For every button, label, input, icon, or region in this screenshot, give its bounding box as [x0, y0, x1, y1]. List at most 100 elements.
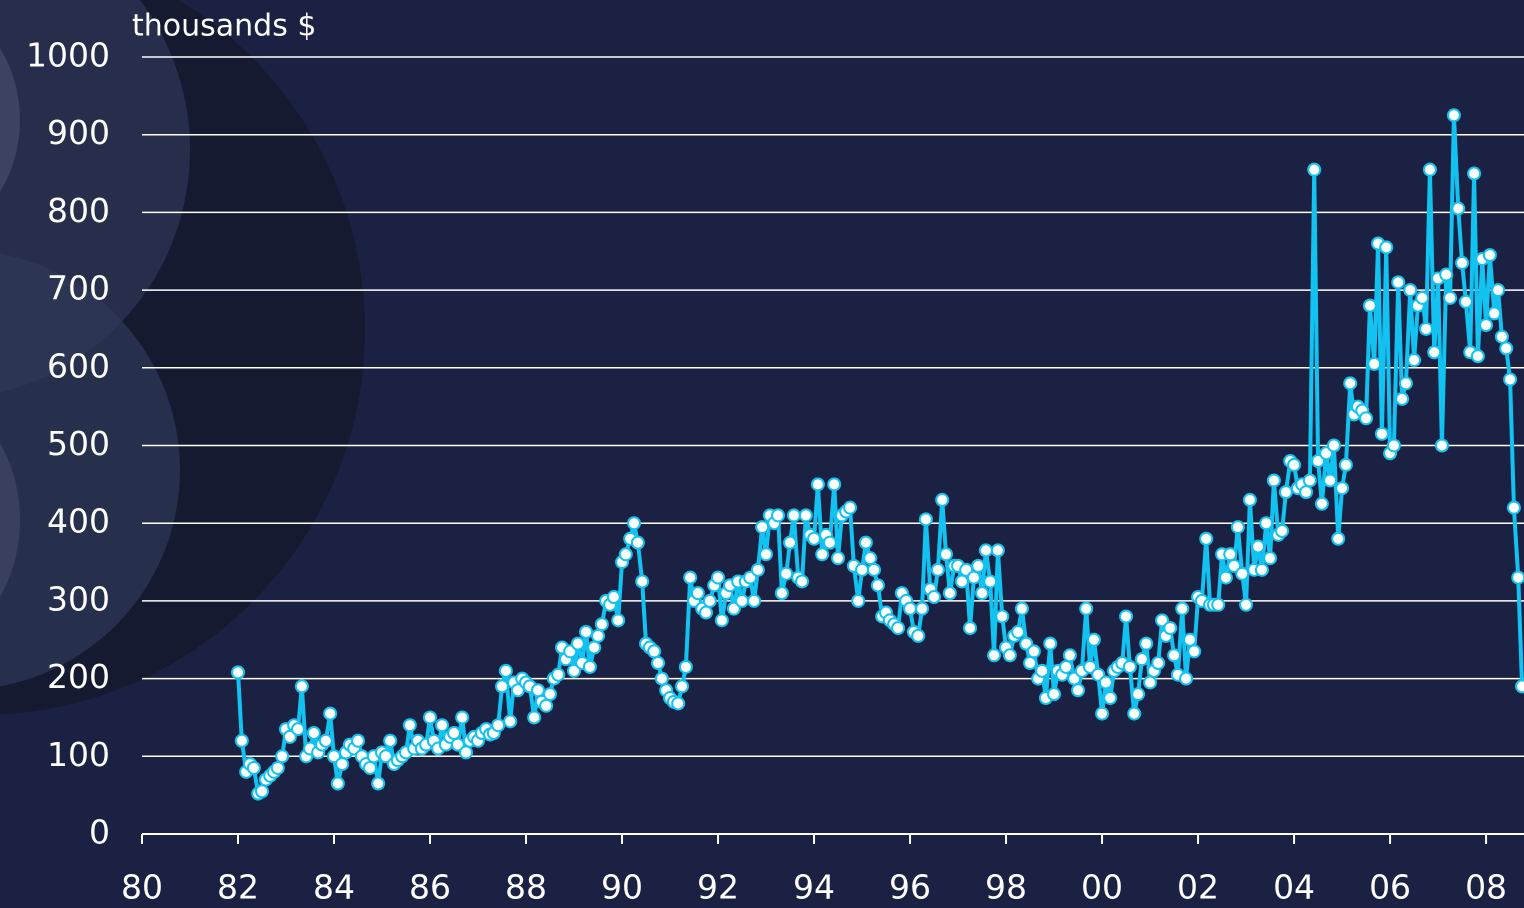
- data-point: [1044, 638, 1056, 650]
- x-tick-label: 80: [121, 868, 163, 907]
- data-point: [1176, 603, 1188, 615]
- data-point: [256, 785, 268, 797]
- data-point: [892, 622, 904, 634]
- data-point: [608, 591, 620, 603]
- data-point: [1504, 373, 1516, 385]
- data-point: [1180, 673, 1192, 685]
- data-point: [456, 711, 468, 723]
- x-tick-label: 90: [601, 868, 643, 907]
- data-point: [1004, 649, 1016, 661]
- x-tick-label: 86: [409, 868, 451, 907]
- data-point: [1396, 393, 1408, 405]
- data-point: [544, 688, 556, 700]
- data-point: [828, 478, 840, 490]
- y-tick-label: 700: [47, 269, 110, 308]
- data-point: [976, 587, 988, 599]
- data-point: [1036, 665, 1048, 677]
- data-point: [1152, 657, 1164, 669]
- data-point: [1408, 354, 1420, 366]
- y-tick-label: 200: [47, 657, 110, 696]
- x-tick-label: 02: [1177, 868, 1219, 907]
- data-point: [248, 762, 260, 774]
- y-tick-label: 500: [47, 424, 110, 463]
- data-point: [684, 572, 696, 584]
- data-point: [1200, 533, 1212, 545]
- data-point: [632, 537, 644, 549]
- data-point: [1416, 292, 1428, 304]
- data-point: [1332, 533, 1344, 545]
- data-point: [584, 661, 596, 673]
- x-tick-label: 98: [985, 868, 1027, 907]
- data-point: [1128, 708, 1140, 720]
- data-point: [1060, 661, 1072, 673]
- data-point: [448, 727, 460, 739]
- data-point: [352, 735, 364, 747]
- data-point: [1380, 241, 1392, 253]
- data-point: [1500, 342, 1512, 354]
- data-point: [1264, 552, 1276, 564]
- data-point: [1028, 645, 1040, 657]
- data-point: [916, 603, 928, 615]
- data-point: [1512, 572, 1524, 584]
- y-tick-label: 400: [47, 502, 110, 541]
- y-tick-label: 100: [47, 735, 110, 774]
- data-point: [712, 572, 724, 584]
- data-point: [680, 661, 692, 673]
- data-point: [944, 587, 956, 599]
- data-point: [904, 603, 916, 615]
- data-point: [364, 762, 376, 774]
- data-point: [1368, 358, 1380, 370]
- data-point: [1220, 572, 1232, 584]
- data-point: [1444, 292, 1456, 304]
- chart: thousands $ 0100200300400500600700800900…: [0, 0, 1524, 908]
- data-point: [716, 614, 728, 626]
- data-point: [628, 517, 640, 529]
- data-point: [968, 572, 980, 584]
- data-point: [1100, 676, 1112, 688]
- data-point: [1496, 331, 1508, 343]
- data-point: [864, 552, 876, 564]
- data-point: [1132, 688, 1144, 700]
- x-tick-label: 82: [217, 868, 259, 907]
- data-point: [852, 595, 864, 607]
- data-point: [832, 552, 844, 564]
- data-point: [868, 564, 880, 576]
- x-tick-label: 84: [313, 868, 355, 907]
- y-tick-label: 600: [47, 346, 110, 385]
- data-point: [1344, 377, 1356, 389]
- data-point: [1460, 296, 1472, 308]
- data-point: [1144, 676, 1156, 688]
- data-point: [404, 719, 416, 731]
- data-point: [1468, 168, 1480, 180]
- data-point: [1316, 498, 1328, 510]
- data-point: [540, 700, 552, 712]
- data-point: [236, 735, 248, 747]
- data-point: [1124, 661, 1136, 673]
- data-point: [1492, 284, 1504, 296]
- data-point: [1164, 622, 1176, 634]
- data-point: [1236, 568, 1248, 580]
- data-point: [940, 548, 952, 560]
- data-point: [920, 513, 932, 525]
- data-point: [1364, 300, 1376, 312]
- data-point: [1328, 440, 1340, 452]
- data-point: [1168, 649, 1180, 661]
- data-point: [332, 777, 344, 789]
- data-point: [1436, 440, 1448, 452]
- data-point: [1336, 482, 1348, 494]
- data-point: [1308, 164, 1320, 176]
- data-point: [1428, 346, 1440, 358]
- data-point: [1232, 521, 1244, 533]
- data-point: [816, 548, 828, 560]
- data-point: [1260, 517, 1272, 529]
- data-point: [1104, 692, 1116, 704]
- data-point: [1244, 494, 1256, 506]
- data-point: [1240, 599, 1252, 611]
- y-tick-label: 0: [89, 813, 110, 852]
- data-point: [1424, 164, 1436, 176]
- data-point: [1268, 474, 1280, 486]
- data-point: [580, 626, 592, 638]
- data-point: [1064, 649, 1076, 661]
- data-point: [1096, 708, 1108, 720]
- data-point: [1120, 610, 1132, 622]
